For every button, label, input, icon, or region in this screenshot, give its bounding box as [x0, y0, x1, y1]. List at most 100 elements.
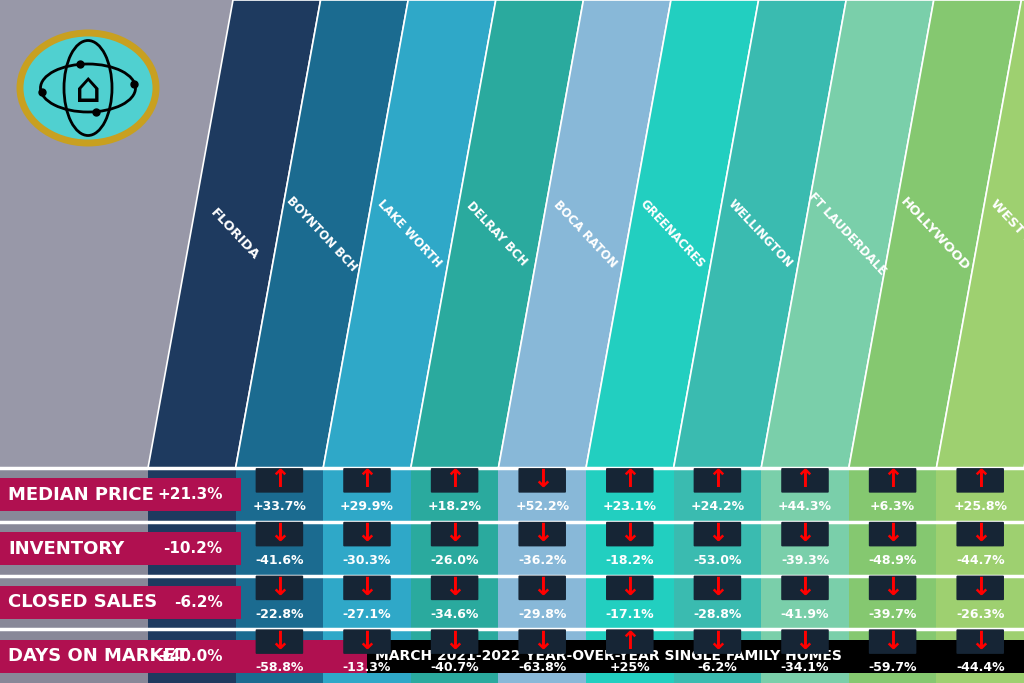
FancyBboxPatch shape: [693, 468, 741, 492]
Text: -10.2%: -10.2%: [164, 541, 222, 556]
Text: ↓: ↓: [444, 522, 465, 546]
Text: -6.2%: -6.2%: [697, 661, 737, 674]
FancyBboxPatch shape: [956, 576, 1004, 600]
Text: -29.8%: -29.8%: [518, 608, 566, 621]
Text: ↓: ↓: [531, 576, 553, 600]
Text: ↓: ↓: [707, 630, 728, 654]
Text: -28.8%: -28.8%: [693, 608, 741, 621]
Polygon shape: [499, 0, 671, 468]
FancyBboxPatch shape: [256, 468, 303, 492]
FancyBboxPatch shape: [693, 522, 741, 546]
Text: ↓: ↓: [269, 522, 290, 546]
Text: -63.8%: -63.8%: [518, 661, 566, 674]
FancyBboxPatch shape: [256, 629, 303, 654]
Text: ↓: ↓: [269, 630, 290, 654]
FancyBboxPatch shape: [693, 576, 741, 600]
Text: -30.3%: -30.3%: [343, 554, 391, 567]
Text: -18.2%: -18.2%: [605, 554, 654, 567]
Text: +25%: +25%: [609, 661, 650, 674]
Text: WELLINGTON: WELLINGTON: [725, 197, 795, 270]
FancyBboxPatch shape: [518, 629, 566, 654]
Text: ⌂: ⌂: [75, 69, 101, 111]
Polygon shape: [148, 0, 321, 468]
Text: DELRAY BCH: DELRAY BCH: [464, 199, 530, 268]
Bar: [367, 639, 1024, 673]
FancyBboxPatch shape: [956, 522, 1004, 546]
Text: ↑: ↑: [444, 469, 465, 492]
Text: ↓: ↓: [970, 630, 990, 654]
Text: ↑: ↑: [707, 469, 728, 492]
Polygon shape: [849, 0, 1021, 468]
Text: -53.0%: -53.0%: [693, 554, 741, 567]
Text: +44.3%: +44.3%: [778, 500, 831, 513]
FancyBboxPatch shape: [956, 468, 1004, 492]
Text: ↓: ↓: [531, 522, 553, 546]
FancyBboxPatch shape: [518, 468, 566, 492]
FancyBboxPatch shape: [956, 629, 1004, 654]
Text: CLOSED SALES: CLOSED SALES: [8, 594, 158, 611]
Text: +24.2%: +24.2%: [690, 500, 744, 513]
Text: -58.8%: -58.8%: [255, 661, 303, 674]
Text: -41.9%: -41.9%: [780, 608, 829, 621]
Text: ↓: ↓: [795, 576, 815, 600]
Text: ↑: ↑: [882, 469, 903, 492]
Text: ↓: ↓: [970, 522, 990, 546]
FancyBboxPatch shape: [781, 576, 828, 600]
Text: BOCA RATON: BOCA RATON: [551, 198, 618, 270]
Text: -59.7%: -59.7%: [868, 661, 916, 674]
Text: +29.9%: +29.9%: [340, 500, 394, 513]
Polygon shape: [324, 0, 496, 468]
Text: -26.0%: -26.0%: [430, 554, 479, 567]
Text: ↓: ↓: [531, 469, 553, 492]
Bar: [411, 468, 499, 683]
Text: DAYS ON MARKET: DAYS ON MARKET: [8, 647, 188, 665]
Text: +23.1%: +23.1%: [603, 500, 656, 513]
Polygon shape: [936, 0, 1024, 468]
Polygon shape: [236, 0, 409, 468]
Text: ↑: ↑: [970, 469, 990, 492]
FancyBboxPatch shape: [868, 629, 916, 654]
FancyBboxPatch shape: [868, 576, 916, 600]
Text: INVENTORY: INVENTORY: [8, 540, 124, 557]
Text: ↑: ↑: [620, 630, 640, 654]
Text: GREENACRES: GREENACRES: [637, 197, 708, 270]
FancyBboxPatch shape: [431, 522, 478, 546]
Text: +25.8%: +25.8%: [953, 500, 1008, 513]
Text: -39.7%: -39.7%: [868, 608, 916, 621]
Bar: [674, 468, 761, 683]
Text: MARCH 2021-2022 YEAR-OVER-YEAR SINGLE FAMILY HOMES: MARCH 2021-2022 YEAR-OVER-YEAR SINGLE FA…: [375, 649, 842, 663]
Text: ↓: ↓: [795, 630, 815, 654]
Text: -44.7%: -44.7%: [955, 554, 1005, 567]
Text: ↓: ↓: [269, 576, 290, 600]
FancyBboxPatch shape: [868, 522, 916, 546]
Text: ↑: ↑: [795, 469, 815, 492]
FancyBboxPatch shape: [606, 522, 653, 546]
Text: ↓: ↓: [444, 630, 465, 654]
FancyBboxPatch shape: [343, 468, 391, 492]
FancyBboxPatch shape: [781, 629, 828, 654]
Bar: [0, 639, 367, 673]
Text: ↓: ↓: [882, 522, 903, 546]
Text: ↓: ↓: [531, 630, 553, 654]
Text: ↓: ↓: [620, 522, 640, 546]
FancyBboxPatch shape: [343, 576, 391, 600]
Bar: [236, 468, 324, 683]
Text: -36.2%: -36.2%: [518, 554, 566, 567]
Text: BOYNTON BCH: BOYNTON BCH: [284, 194, 359, 274]
Bar: [148, 468, 236, 683]
Bar: [499, 468, 586, 683]
Text: -17.1%: -17.1%: [605, 608, 654, 621]
Text: HOLLYWOOD: HOLLYWOOD: [898, 195, 972, 273]
Text: ↓: ↓: [356, 522, 378, 546]
Text: ↓: ↓: [356, 576, 378, 600]
Text: -27.1%: -27.1%: [343, 608, 391, 621]
Polygon shape: [586, 0, 759, 468]
Text: FLORIDA: FLORIDA: [208, 206, 261, 262]
Text: ↓: ↓: [620, 576, 640, 600]
FancyBboxPatch shape: [518, 522, 566, 546]
FancyBboxPatch shape: [868, 468, 916, 492]
Text: -26.3%: -26.3%: [956, 608, 1005, 621]
Text: ↓: ↓: [444, 576, 465, 600]
FancyBboxPatch shape: [343, 629, 391, 654]
Text: +40.0%: +40.0%: [157, 649, 222, 664]
